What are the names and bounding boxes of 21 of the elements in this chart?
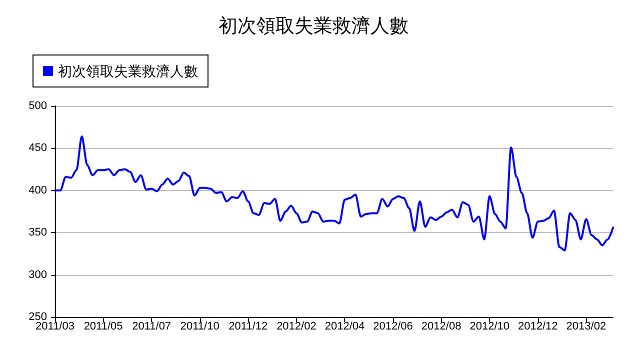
x-tick-label: 2012/02 bbox=[276, 320, 316, 332]
legend-label: 初次領取失業救濟人數 bbox=[58, 63, 198, 79]
y-tick-label: 500 bbox=[28, 100, 47, 112]
x-tick-label: 2011/07 bbox=[132, 320, 172, 332]
x-tick-label: 2011/03 bbox=[36, 320, 74, 332]
y-tick-label: 300 bbox=[28, 268, 47, 281]
y-tick-label: 450 bbox=[28, 142, 47, 154]
y-tick-label: 350 bbox=[28, 226, 47, 239]
x-tick-label: 2012/06 bbox=[373, 320, 413, 332]
chart-title: 初次領取失業救濟人數 bbox=[218, 15, 408, 37]
line-series bbox=[54, 135, 614, 252]
y-tick-label: 400 bbox=[28, 184, 47, 196]
x-tick-label: 2012/10 bbox=[470, 320, 510, 332]
x-tick-label: 2013/02 bbox=[566, 320, 606, 332]
y-tick-label: 250 bbox=[28, 311, 47, 323]
x-tick-label: 2011/12 bbox=[228, 320, 268, 332]
x-tick-label: 2012/04 bbox=[324, 320, 365, 332]
x-tick-label: 2012/08 bbox=[421, 320, 462, 332]
x-tick-label: 2011/05 bbox=[84, 320, 123, 332]
x-tick-label: 2011/10 bbox=[180, 320, 220, 332]
x-tick-label: 2012/12 bbox=[518, 320, 558, 332]
